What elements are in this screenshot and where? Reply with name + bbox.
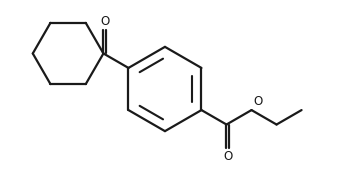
Text: O: O — [223, 150, 232, 163]
Text: O: O — [253, 95, 262, 108]
Text: O: O — [100, 15, 109, 28]
